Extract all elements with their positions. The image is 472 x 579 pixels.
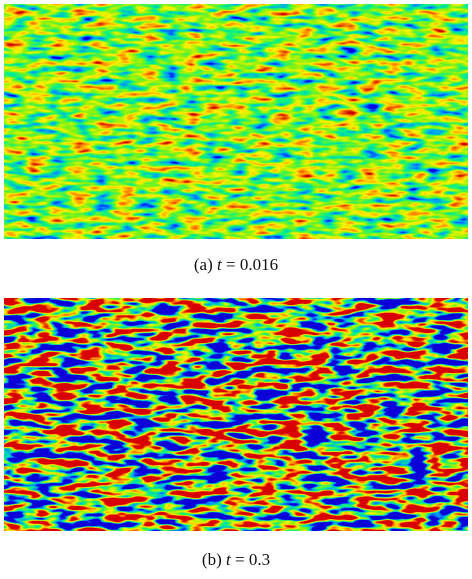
- caption-value: = 0.016: [226, 255, 278, 274]
- field-image: [4, 298, 468, 531]
- caption-variable: t: [217, 255, 222, 274]
- caption-value: = 0.3: [235, 550, 270, 569]
- page: (a) t = 0.016 (b) t = 0.3 (() => { const…: [0, 0, 472, 579]
- caption-label: (b): [202, 550, 222, 569]
- field-plot-b: [4, 298, 468, 531]
- caption-b: (b) t = 0.3: [0, 550, 472, 570]
- field-image: [4, 4, 468, 239]
- caption-variable: t: [226, 550, 231, 569]
- field-plot-a: [4, 4, 468, 239]
- caption-label: (a): [194, 255, 213, 274]
- caption-a: (a) t = 0.016: [0, 255, 472, 275]
